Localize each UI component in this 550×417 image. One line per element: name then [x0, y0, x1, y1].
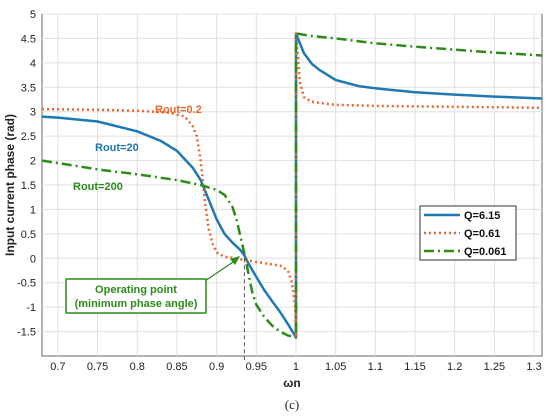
series-line-2: [41, 32, 543, 339]
y-tick-label: 3.5: [21, 82, 36, 94]
y-tick-label: 1.5: [21, 180, 36, 192]
y-tick-label: 5: [30, 9, 36, 21]
y-tick-label: 4.5: [21, 33, 36, 45]
x-tick-label: 1.05: [325, 361, 346, 373]
operating-point-label-2: (minimum phase angle): [75, 298, 198, 310]
rout-200-label: Rout=200: [73, 181, 123, 193]
series-line-1: [42, 32, 543, 339]
x-tick-label: 1.25: [484, 361, 505, 373]
x-tick-label: 0.8: [130, 361, 145, 373]
y-tick-label: 2.5: [21, 131, 36, 143]
legend-label-q615: Q=6.15: [464, 210, 500, 222]
legend: Q=6.15 Q=0.61 Q=0.061: [419, 205, 517, 261]
operating-point-label-1: Operating point: [95, 284, 177, 296]
x-tick-label: 1.15: [404, 361, 425, 373]
y-tick-label: 4: [30, 58, 36, 70]
y-tick-label: 0: [30, 253, 36, 265]
y-tick-label: 2: [30, 156, 36, 168]
y-axis-label: Input current phase (rad): [3, 114, 17, 256]
x-tick-label: 1: [293, 361, 299, 373]
x-tick-label: 0.95: [246, 361, 267, 373]
x-axis-label: ωn: [283, 376, 300, 390]
x-tick-label: 1.2: [447, 361, 462, 373]
y-ticks: -1.5 -1 -0.5 0 0.5 1 1.5 2 2.5 3 3.5 4 4.5 5: [17, 9, 36, 339]
y-tick-label: 3: [30, 107, 36, 119]
x-tick-label: 1.1: [368, 361, 383, 373]
y-tick-label: 1: [30, 204, 36, 216]
y-tick-label: 0.5: [21, 229, 36, 241]
rout-02-label: Rout=0.2: [155, 104, 202, 116]
x-tick-label: 0.9: [209, 361, 224, 373]
y-tick-label: -1: [26, 302, 36, 314]
rout-20-label: Rout=20: [95, 142, 139, 154]
figure-caption: (c): [285, 397, 299, 412]
x-tick-label: 0.75: [87, 361, 108, 373]
x-tick-label: 0.7: [50, 361, 65, 373]
operating-point-arrowhead: [230, 256, 240, 265]
operating-point-arrow: [204, 259, 237, 282]
y-tick-label: -0.5: [17, 278, 36, 290]
operating-point-box: [65, 278, 207, 314]
series-layer: [41, 32, 543, 339]
legend-label-q061: Q=0.61: [464, 228, 500, 240]
y-tick-label: -1.5: [17, 327, 36, 339]
x-tick-label: 0.85: [166, 361, 187, 373]
x-ticks: 0.7 0.75 0.8 0.85 0.9 0.95 1 1.05 1.1 1.15 1.2 1.25…: [50, 361, 541, 373]
series-line-0: [41, 32, 543, 339]
legend-label-q0061: Q=0.061: [464, 246, 507, 258]
x-tick-label: 1.3: [526, 361, 541, 373]
